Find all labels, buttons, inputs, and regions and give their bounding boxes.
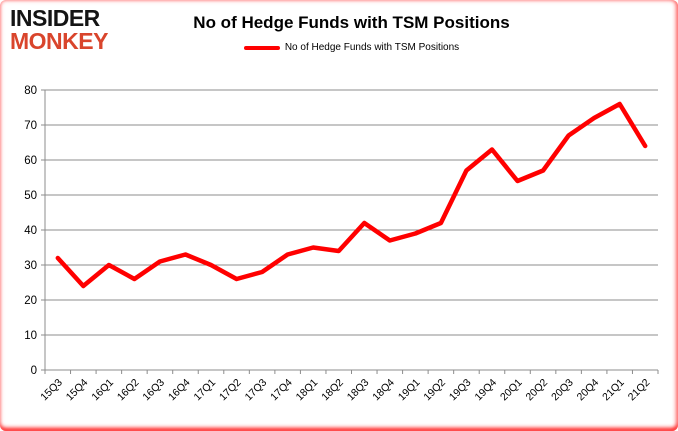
y-axis-label-20: 20 — [24, 295, 37, 307]
x-axis-label-21Q1: 21Q1 — [600, 377, 627, 404]
y-axis-label-10: 10 — [24, 330, 37, 342]
x-axis-label-20Q1: 20Q1 — [498, 377, 525, 404]
x-axis-label-18Q3: 18Q3 — [345, 377, 372, 404]
x-axis-label-19Q3: 19Q3 — [447, 377, 474, 404]
data-series-line — [55, 101, 648, 289]
x-axis-label-16Q2: 16Q2 — [115, 377, 142, 404]
x-axis-label-19Q2: 19Q2 — [421, 377, 448, 404]
x-axis-label-17Q3: 17Q3 — [243, 377, 270, 404]
x-axis-label-17Q2: 17Q2 — [217, 377, 244, 404]
y-axis-label-70: 70 — [24, 120, 37, 132]
x-axis-label-19Q1: 19Q1 — [396, 377, 423, 404]
y-axis-label-50: 50 — [24, 190, 37, 202]
x-axis-label-16Q4: 16Q4 — [166, 377, 193, 404]
logo-text-insider: INSIDER — [10, 5, 100, 31]
legend: No of Hedge Funds with TSM Positions — [45, 42, 658, 53]
x-axis-label-15Q3: 15Q3 — [38, 377, 65, 404]
x-axis-label-15Q4: 15Q4 — [64, 377, 91, 404]
x-axis-label-16Q1: 16Q1 — [89, 377, 116, 404]
y-axis-label-60: 60 — [24, 155, 37, 167]
y-axis-label-0: 0 — [31, 365, 37, 377]
chart-title: No of Hedge Funds with TSM Positions — [193, 13, 510, 32]
x-axis-label-20Q4: 20Q4 — [575, 377, 602, 404]
x-axis-label-20Q2: 20Q2 — [524, 377, 551, 404]
x-axis-label-18Q4: 18Q4 — [370, 377, 397, 404]
x-axis-label-19Q4: 19Q4 — [472, 377, 499, 404]
y-axis-label-40: 40 — [24, 225, 37, 237]
legend-line-marker — [243, 45, 280, 50]
x-axis-label-18Q2: 18Q2 — [319, 377, 346, 404]
x-axis-label-18Q1: 18Q1 — [294, 377, 321, 404]
logo-text-monkey: MONKEY — [10, 27, 108, 54]
x-axis-label-17Q1: 17Q1 — [191, 377, 218, 404]
x-axis-label-20Q3: 20Q3 — [549, 377, 576, 404]
x-axis-label-21Q2: 21Q2 — [626, 377, 653, 404]
x-axis-label-17Q4: 17Q4 — [268, 377, 295, 404]
insider-monkey-logo: INSIDER MONKEY — [10, 7, 108, 52]
y-axis-label-30: 30 — [24, 260, 37, 272]
chart-header: No of Hedge Funds with TSM Positions No … — [45, 13, 658, 53]
y-axis-label-80: 80 — [24, 85, 37, 97]
x-axis-label-16Q3: 16Q3 — [140, 377, 167, 404]
legend-label: No of Hedge Funds with TSM Positions — [284, 42, 460, 53]
